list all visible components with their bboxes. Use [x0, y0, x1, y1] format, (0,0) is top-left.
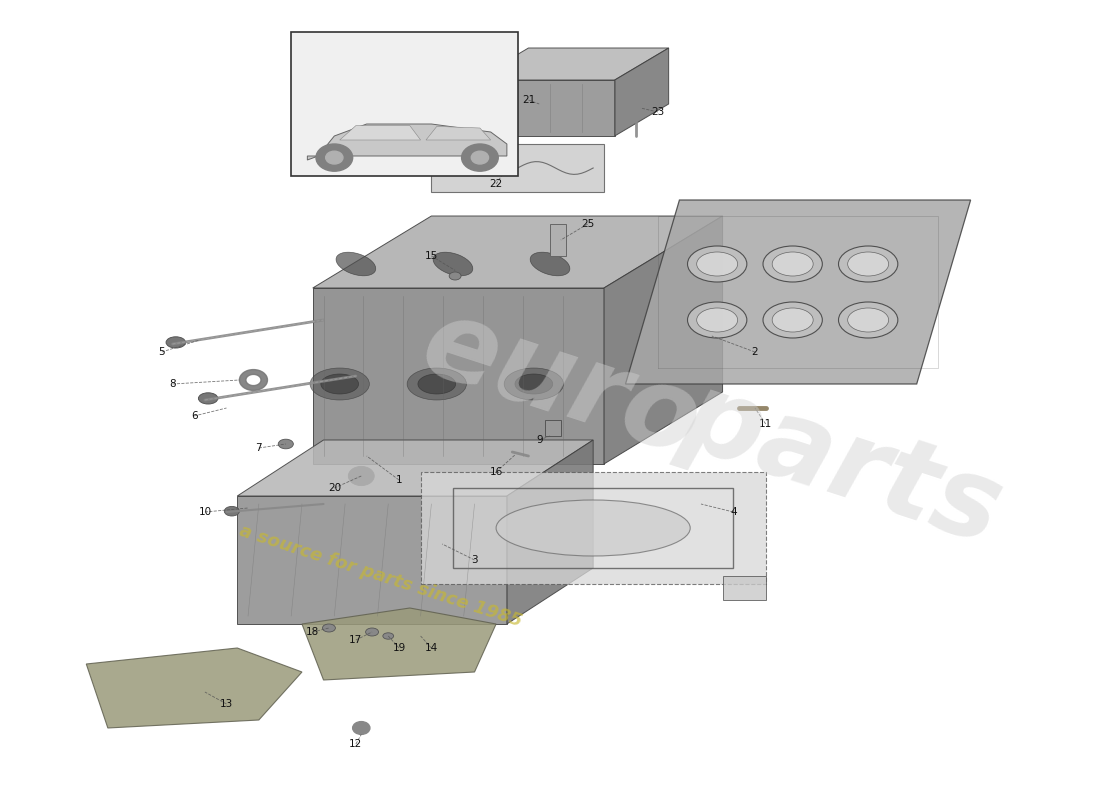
- Circle shape: [471, 151, 488, 164]
- Ellipse shape: [310, 368, 370, 400]
- Text: 14: 14: [425, 643, 438, 653]
- Polygon shape: [340, 126, 420, 140]
- Text: 9: 9: [536, 435, 542, 445]
- Ellipse shape: [763, 302, 823, 338]
- Ellipse shape: [278, 439, 294, 449]
- Polygon shape: [238, 440, 593, 496]
- Ellipse shape: [322, 624, 335, 632]
- Ellipse shape: [321, 374, 359, 394]
- Ellipse shape: [515, 374, 552, 394]
- Polygon shape: [615, 48, 669, 136]
- Polygon shape: [238, 496, 507, 624]
- Ellipse shape: [383, 633, 394, 639]
- Polygon shape: [544, 420, 561, 436]
- Text: euro: euro: [410, 289, 715, 479]
- Polygon shape: [307, 124, 507, 160]
- Polygon shape: [312, 216, 723, 288]
- Polygon shape: [426, 126, 491, 140]
- Text: 5: 5: [158, 347, 165, 357]
- Ellipse shape: [530, 252, 570, 276]
- Polygon shape: [474, 48, 669, 80]
- Polygon shape: [431, 144, 604, 192]
- Polygon shape: [507, 440, 593, 624]
- Text: 2: 2: [751, 347, 758, 357]
- Ellipse shape: [496, 500, 690, 556]
- Ellipse shape: [418, 374, 455, 394]
- Polygon shape: [723, 576, 766, 600]
- Text: 8: 8: [169, 379, 176, 389]
- Polygon shape: [474, 80, 615, 136]
- Circle shape: [349, 466, 374, 486]
- Ellipse shape: [365, 628, 378, 636]
- Circle shape: [326, 151, 343, 164]
- Ellipse shape: [407, 368, 466, 400]
- Text: 16: 16: [490, 467, 503, 477]
- Text: 19: 19: [393, 643, 406, 653]
- Polygon shape: [420, 472, 766, 584]
- Ellipse shape: [772, 252, 813, 276]
- Circle shape: [353, 722, 370, 734]
- Ellipse shape: [772, 308, 813, 332]
- FancyBboxPatch shape: [292, 32, 518, 176]
- Ellipse shape: [166, 337, 186, 348]
- Ellipse shape: [838, 302, 898, 338]
- Circle shape: [462, 144, 498, 171]
- Ellipse shape: [336, 252, 376, 276]
- Text: 11: 11: [759, 419, 772, 429]
- Polygon shape: [86, 648, 302, 728]
- Polygon shape: [604, 216, 723, 464]
- Text: 1: 1: [396, 475, 403, 485]
- Ellipse shape: [763, 246, 823, 282]
- Text: 21: 21: [521, 95, 535, 105]
- Ellipse shape: [433, 252, 473, 276]
- Ellipse shape: [696, 252, 738, 276]
- Text: 13: 13: [220, 699, 233, 709]
- Polygon shape: [550, 224, 566, 256]
- Text: 22: 22: [490, 179, 503, 189]
- Ellipse shape: [449, 272, 461, 280]
- Text: 15: 15: [425, 251, 438, 261]
- Polygon shape: [312, 288, 604, 464]
- Ellipse shape: [224, 506, 240, 516]
- Text: 4: 4: [730, 507, 737, 517]
- Text: 6: 6: [190, 411, 197, 421]
- Ellipse shape: [696, 308, 738, 332]
- Text: 23: 23: [651, 107, 664, 117]
- Circle shape: [316, 144, 353, 171]
- Text: 10: 10: [198, 507, 211, 517]
- Text: 12: 12: [350, 739, 363, 749]
- Text: 17: 17: [350, 635, 363, 645]
- Polygon shape: [626, 200, 970, 384]
- Text: 20: 20: [328, 483, 341, 493]
- Text: 3: 3: [471, 555, 477, 565]
- Text: a source for parts since 1985: a source for parts since 1985: [238, 522, 525, 630]
- Ellipse shape: [504, 368, 563, 400]
- Polygon shape: [302, 608, 496, 680]
- Text: parts: parts: [669, 362, 1014, 566]
- Ellipse shape: [688, 246, 747, 282]
- Ellipse shape: [838, 246, 898, 282]
- Text: 25: 25: [581, 219, 594, 229]
- Ellipse shape: [848, 308, 889, 332]
- Ellipse shape: [848, 252, 889, 276]
- Text: 7: 7: [255, 443, 262, 453]
- Text: 18: 18: [306, 627, 319, 637]
- Ellipse shape: [198, 393, 218, 404]
- Ellipse shape: [688, 302, 747, 338]
